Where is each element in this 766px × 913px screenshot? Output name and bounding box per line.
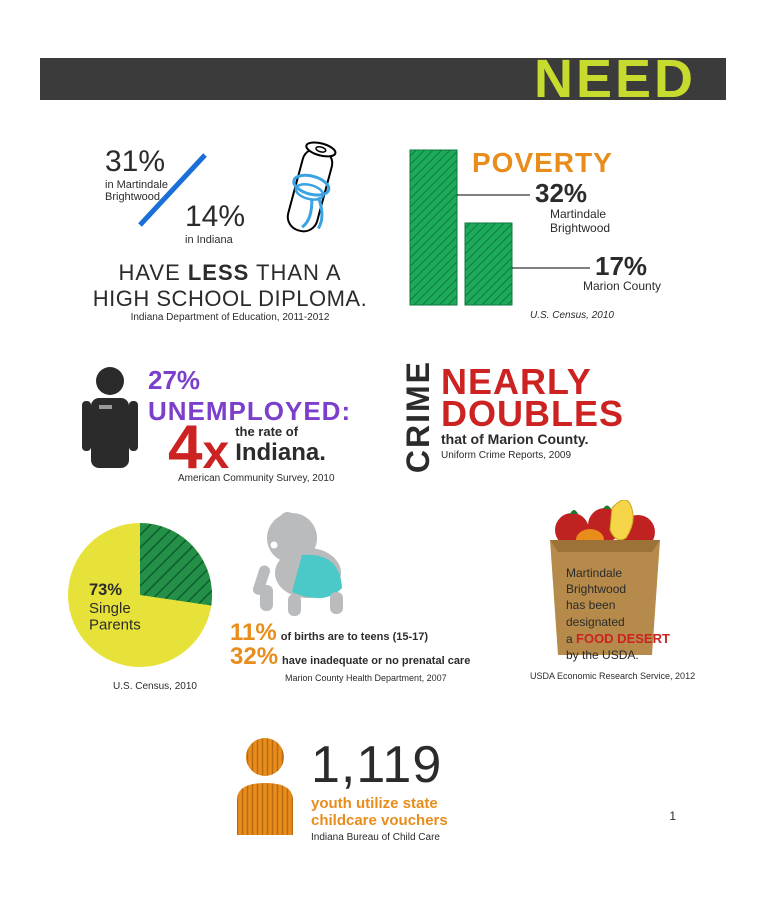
food-section: Martindale Brightwood has been designate… [530, 500, 720, 681]
diploma-line1-post: THAN A [249, 260, 341, 285]
diploma-line1-pre: HAVE [118, 260, 187, 285]
poverty-pct-b: 17% [595, 251, 647, 281]
unemployed-indiana: Indiana. [235, 439, 326, 467]
births-pct-b: 32% [230, 643, 278, 671]
pie-pct: 73% [89, 581, 122, 599]
crime-source: Uniform Crime Reports, 2009 [441, 450, 624, 461]
poverty-pct-a: 32% [535, 178, 587, 208]
diploma-section: 31% in Martindale Brightwood 14% in Indi… [80, 140, 380, 323]
food-line3: a FOOD DESERT [566, 630, 676, 648]
crime-doubles: DOUBLES [441, 398, 624, 430]
births-txt-b: have inadequate or no prenatal care [282, 655, 470, 667]
pie-chart: 73% Single Parents [65, 520, 215, 670]
diploma-statement-1: HAVE LESS THAN A [80, 260, 380, 286]
youth-text1: youth utilize state [311, 795, 448, 812]
food-source: USDA Economic Research Service, 2012 [530, 671, 720, 681]
food-line3a: a [566, 632, 576, 646]
food-line2: has been designated [566, 597, 676, 629]
food-desert-label: FOOD DESERT [576, 631, 670, 646]
youth-person-icon [225, 735, 305, 845]
food-line1: Martindale Brightwood [566, 565, 676, 597]
poverty-source: U.S. Census, 2010 [530, 310, 614, 321]
unemployed-rateof: the rate of [235, 424, 326, 439]
header-bar: NEED [40, 58, 726, 100]
youth-number: 1,119 [311, 735, 448, 795]
unemployed-pct: 27% [148, 365, 200, 395]
diploma-statement-2: HIGH SCHOOL DIPLOMA. [80, 286, 380, 312]
youth-section: 1,119 youth utilize state childcare vouc… [225, 735, 605, 845]
page-number: 1 [669, 809, 676, 823]
food-line4: by the USDA. [566, 647, 676, 663]
poverty-title: POVERTY [472, 147, 613, 178]
crime-vertical: CRIME [400, 360, 437, 473]
unemployed-section: 27% UNEMPLOYED: 4x the rate of Indiana. … [80, 365, 400, 484]
crime-section: CRIME NEARLY DOUBLES that of Marion Coun… [400, 360, 710, 473]
diploma-source: Indiana Department of Education, 2011-20… [80, 312, 380, 323]
diploma-scroll-icon [265, 135, 355, 245]
baby-icon [230, 510, 380, 620]
births-txt-a: of births are to teens (15-17) [281, 631, 428, 643]
pie-source: U.S. Census, 2010 [65, 681, 245, 692]
poverty-chart: POVERTY 32% Martindale Brightwood 17% Ma… [400, 140, 700, 335]
youth-source: Indiana Bureau of Child Care [311, 832, 448, 843]
poverty-pct-b-sub: Marion County [583, 279, 661, 293]
poverty-pct-a-sub1: Martindale [550, 207, 606, 221]
unemployed-x: x [202, 426, 229, 479]
diploma-line1-bold: LESS [188, 260, 249, 285]
births-section: 11% of births are to teens (15-17) 32% h… [230, 510, 510, 683]
poverty-pct-a-sub2: Brightwood [550, 221, 610, 235]
pie-label2: Parents [89, 617, 141, 634]
pie-section: 73% Single Parents U.S. Census, 2010 [65, 520, 245, 692]
person-icon [80, 365, 145, 475]
youth-text2: childcare vouchers [311, 812, 448, 829]
births-source: Marion County Health Department, 2007 [285, 673, 510, 683]
diploma-pct-b-sub: in Indiana [185, 234, 245, 246]
diploma-pct-b: 14% [185, 200, 245, 234]
poverty-section: POVERTY 32% Martindale Brightwood 17% Ma… [400, 140, 700, 340]
page-title: NEED [534, 48, 696, 110]
unemployed-multiplier: 4 [168, 413, 202, 482]
pie-label1: Single [89, 600, 131, 617]
unemployed-source: American Community Survey, 2010 [178, 473, 400, 484]
